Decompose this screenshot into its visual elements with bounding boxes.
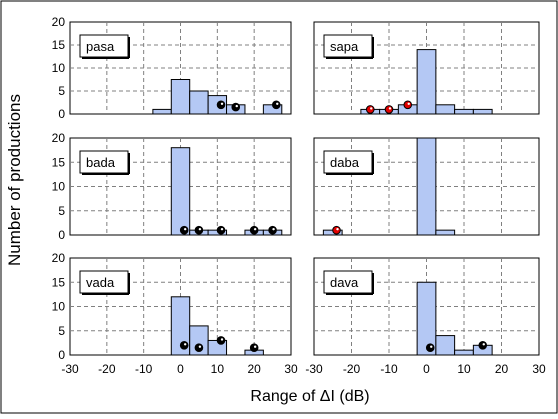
panel-dava: dava <box>313 257 540 356</box>
y-tick-label: 10 <box>52 180 66 194</box>
x-tick-label: 0 <box>423 362 430 376</box>
bar <box>152 108 172 115</box>
marker-highlight <box>253 345 257 348</box>
x-tick-label: 20 <box>495 362 509 376</box>
bar <box>435 229 456 236</box>
x-tick-label: -10 <box>135 362 153 376</box>
y-tick-label: 0 <box>58 228 65 242</box>
y-tick-label: 0 <box>58 107 65 121</box>
bar <box>170 147 191 236</box>
panel-label: daba <box>330 155 360 170</box>
marker-highlight <box>370 107 373 110</box>
x-tick-label: -20 <box>98 362 116 376</box>
panel-pasa: pasa <box>69 21 292 115</box>
x-tick-label: -20 <box>343 362 361 376</box>
y-tick-label: 15 <box>52 275 66 289</box>
panel-daba: daba <box>313 137 540 236</box>
y-tick-label: 20 <box>52 15 66 29</box>
y-tick-label: 5 <box>58 204 65 218</box>
bar <box>170 79 191 115</box>
y-tick-label: 5 <box>58 324 65 338</box>
panels-group: pasa sapa bada daba vada dava <box>69 21 540 356</box>
marker-highlight <box>183 227 187 231</box>
marker-black <box>216 225 226 235</box>
marker-highlight <box>276 102 279 106</box>
marker-highlight <box>220 338 224 341</box>
bar <box>416 137 437 236</box>
x-tick-label: 30 <box>532 362 546 376</box>
x-axis-label: Range of ΔI (dB) <box>250 388 369 405</box>
x-ticks-group: -30 -20 -10 0 10 20 30 -30 -20 -10 0 10 20 30 <box>61 362 546 376</box>
marker-highlight <box>235 104 238 108</box>
panel-label: vada <box>86 275 115 290</box>
bar <box>435 335 456 356</box>
marker-black <box>249 343 259 353</box>
panel-bada: bada <box>69 137 292 236</box>
marker-red <box>332 225 341 235</box>
marker-black <box>194 343 204 353</box>
y-tick-label: 0 <box>58 348 65 362</box>
panel-label: sapa <box>330 39 359 54</box>
marker-black <box>179 225 189 235</box>
marker-highlight <box>253 227 257 231</box>
y-tick-label: 20 <box>52 131 66 145</box>
marker-black <box>249 225 259 235</box>
marker-highlight <box>183 343 187 346</box>
marker-black <box>425 343 435 353</box>
panel-label: bada <box>86 155 116 170</box>
marker-red <box>384 105 394 114</box>
marker-highlight <box>220 102 224 106</box>
bar <box>454 349 474 356</box>
marker-black <box>216 100 226 110</box>
bar <box>416 281 437 356</box>
marker-black <box>268 225 277 235</box>
marker-black <box>194 225 204 235</box>
y-tick-label: 20 <box>52 251 66 265</box>
x-tick-label: -10 <box>380 362 398 376</box>
panel-label: dava <box>330 275 359 290</box>
x-tick-label: -30 <box>305 362 323 376</box>
y-tick-label: 15 <box>52 38 66 52</box>
bar <box>189 90 209 115</box>
panel-vada: vada <box>69 257 292 356</box>
y-tick-label: 15 <box>52 155 66 169</box>
y-ticks-group: 0 5 10 15 20 0 5 10 15 20 0 5 10 15 20 <box>52 15 66 362</box>
marker-highlight <box>336 227 339 231</box>
marker-highlight <box>220 227 224 231</box>
bar <box>435 104 456 115</box>
y-axis-label: Number of productions <box>5 94 24 266</box>
marker-red <box>403 100 413 110</box>
marker-highlight <box>388 107 392 110</box>
bar <box>416 49 437 115</box>
y-tick-label: 5 <box>58 84 65 98</box>
marker-highlight <box>272 227 275 231</box>
marker-highlight <box>430 345 433 348</box>
marker-highlight <box>198 345 202 348</box>
x-tick-label: 0 <box>177 362 184 376</box>
marker-highlight <box>482 343 485 346</box>
marker-highlight <box>407 102 410 106</box>
marker-black <box>216 336 226 345</box>
x-tick-label: 30 <box>284 362 298 376</box>
x-tick-label: -30 <box>61 362 79 376</box>
marker-black <box>271 100 281 110</box>
bar <box>472 108 493 115</box>
bar <box>454 108 474 115</box>
y-tick-label: 10 <box>52 300 66 314</box>
marker-highlight <box>198 227 202 231</box>
marker-black <box>231 102 241 112</box>
panel-label: pasa <box>86 39 115 54</box>
marker-red <box>365 105 375 114</box>
x-tick-label: 20 <box>247 362 261 376</box>
y-tick-label: 10 <box>52 61 66 75</box>
x-tick-label: 10 <box>211 362 225 376</box>
marker-black <box>478 341 488 350</box>
marker-black <box>179 341 189 350</box>
x-tick-label: 10 <box>457 362 471 376</box>
panel-sapa: sapa <box>313 21 540 115</box>
